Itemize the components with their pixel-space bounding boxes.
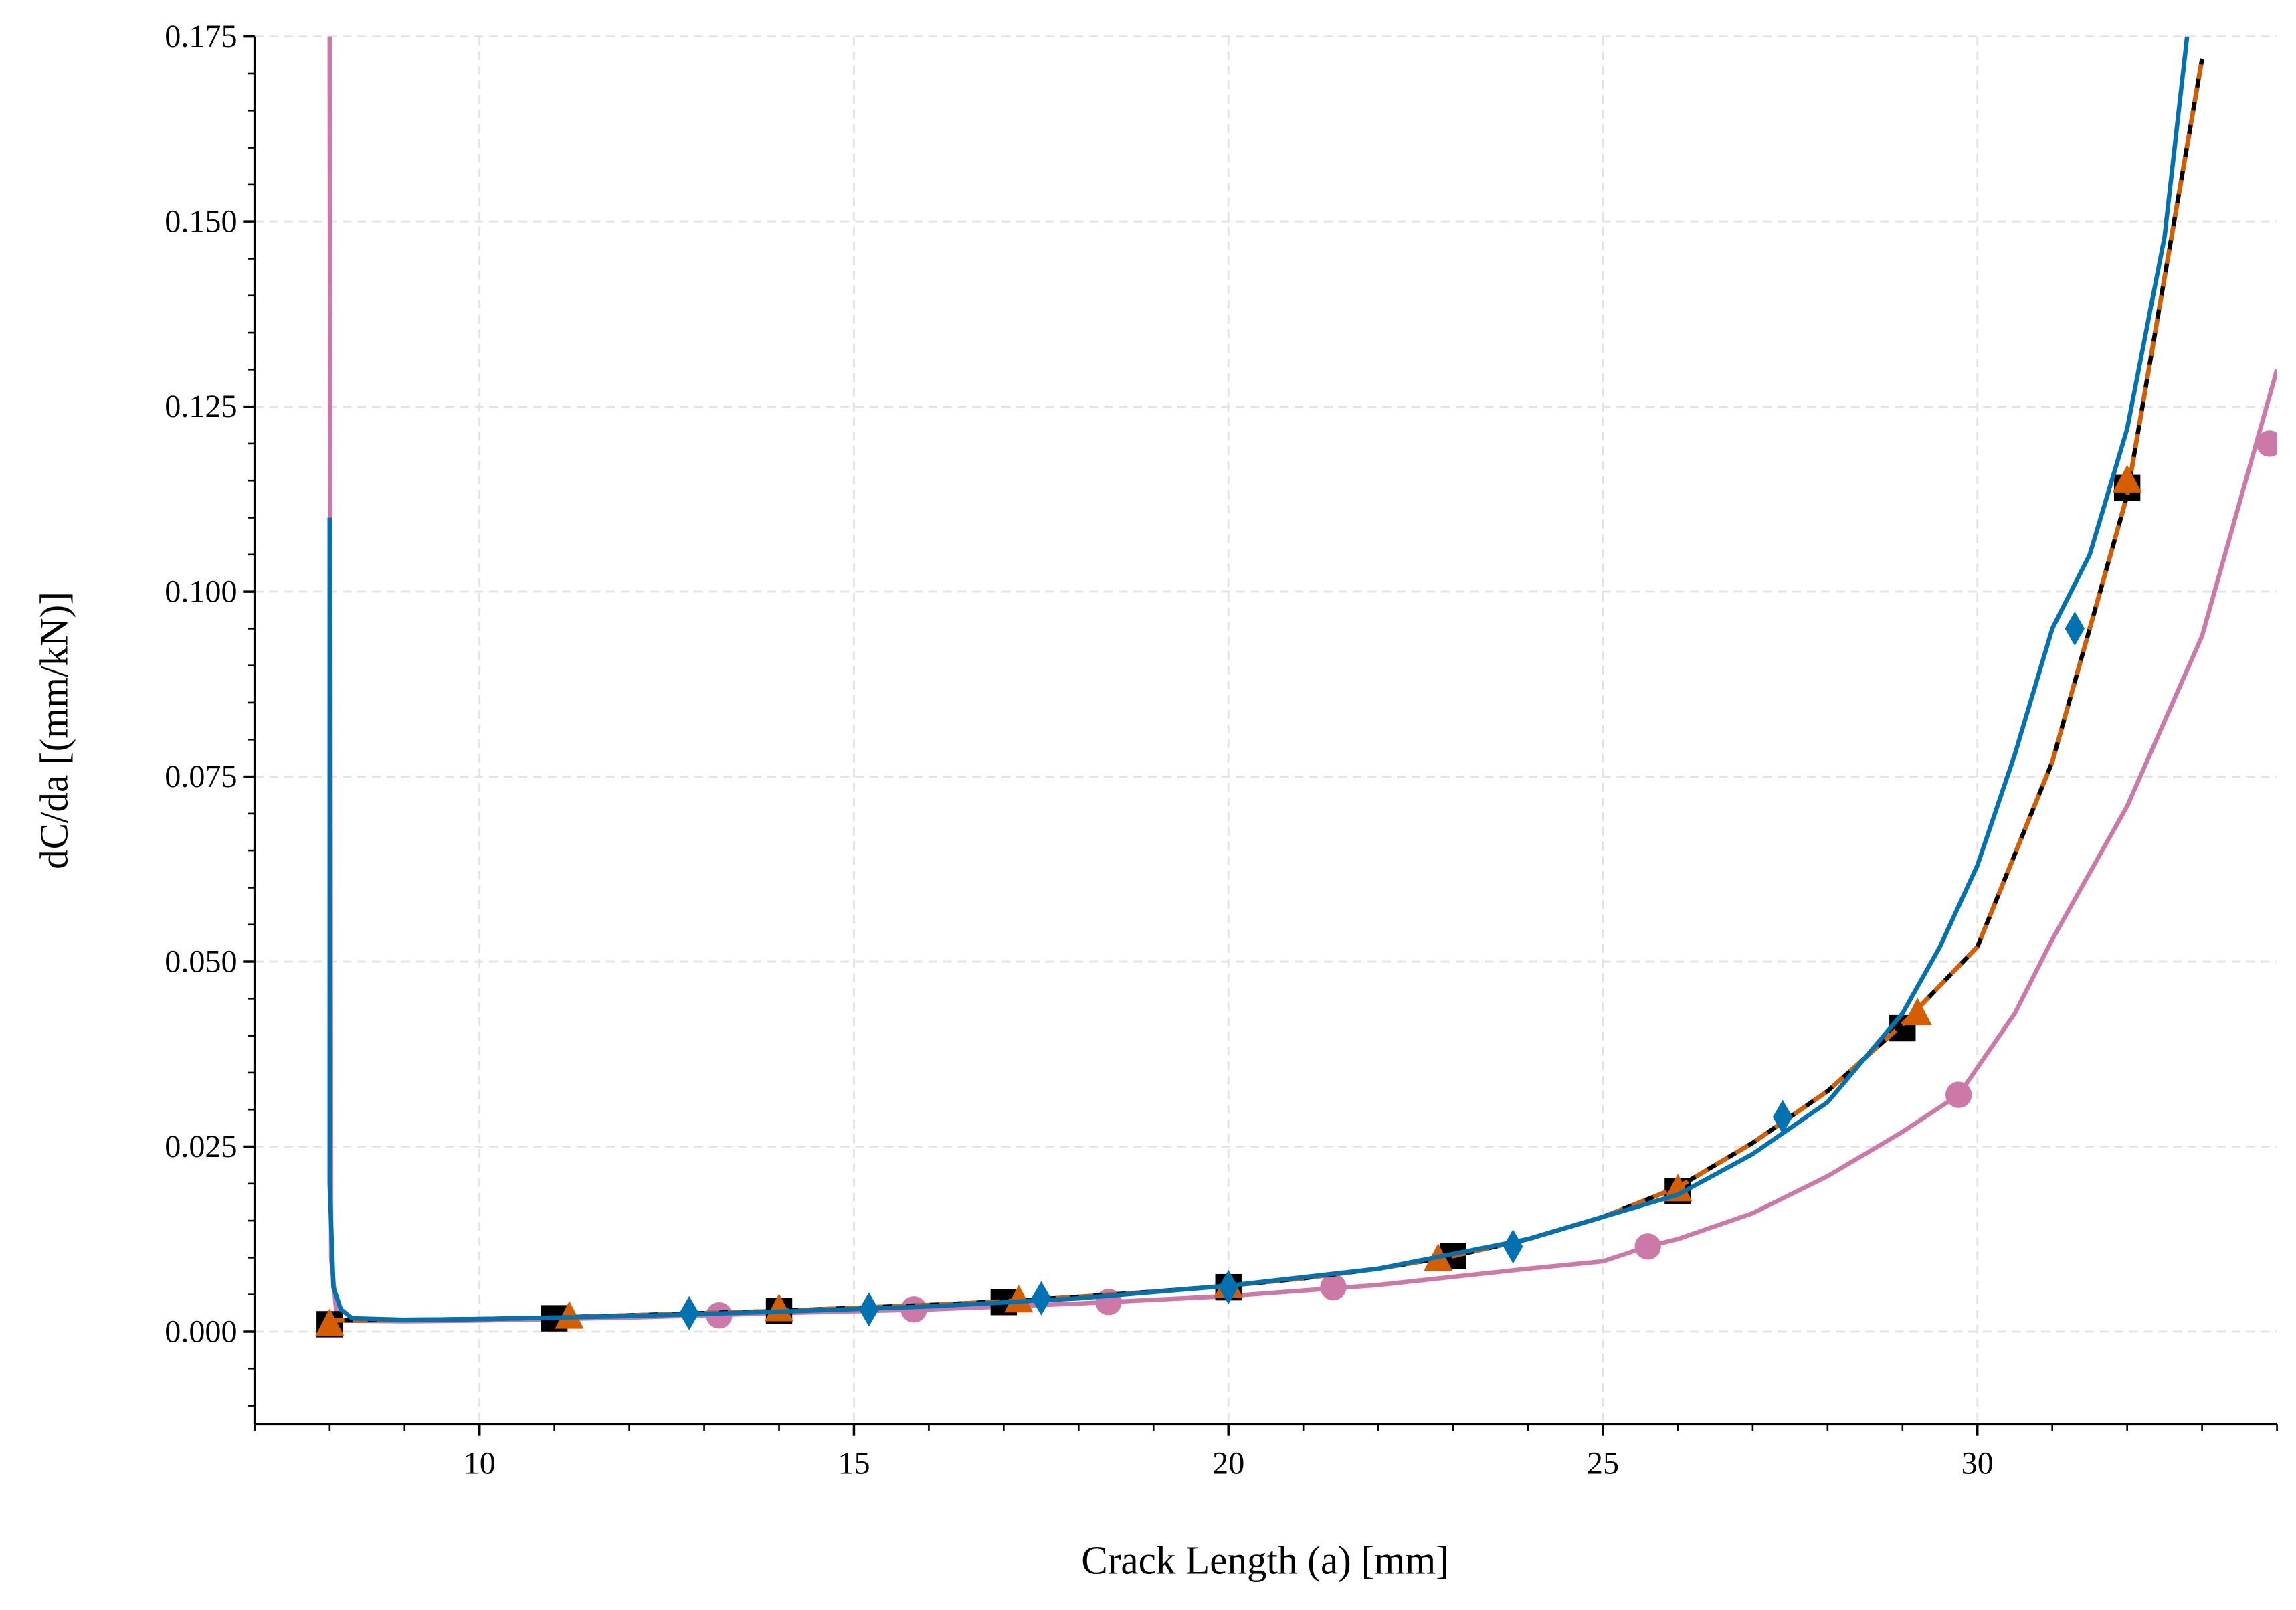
marker bbox=[859, 1292, 879, 1327]
marker bbox=[1945, 1081, 1972, 1108]
x-tick-label: 10 bbox=[464, 1446, 496, 1482]
marker bbox=[1772, 1099, 1793, 1134]
x-axis-label: Crack Length (a) [mm] bbox=[1081, 1538, 1449, 1582]
marker bbox=[1503, 1229, 1523, 1264]
x-tick-label: 25 bbox=[1587, 1446, 1619, 1482]
marker bbox=[315, 1308, 345, 1336]
marker bbox=[555, 1301, 584, 1329]
grid bbox=[254, 35, 2277, 1425]
marker bbox=[1320, 1273, 1347, 1301]
x-tick-label: 15 bbox=[838, 1446, 870, 1482]
plot-area bbox=[315, 36, 2277, 1338]
series-line bbox=[327, 36, 2277, 1324]
marker bbox=[764, 1293, 794, 1322]
marker bbox=[1634, 1233, 1661, 1260]
marker bbox=[2065, 611, 2085, 646]
marker bbox=[679, 1295, 699, 1330]
axes: 10 15 20 25 30 0.000 0.025 0.050 0.075 0.100 0.125… bbox=[165, 19, 2278, 1482]
marker bbox=[900, 1296, 927, 1323]
y-axis-label: dC/da [(mm/kN)] bbox=[32, 592, 76, 869]
marker bbox=[1903, 997, 1932, 1026]
y-tick-label: 0.025 bbox=[165, 1129, 237, 1164]
y-tick-label: 0.150 bbox=[165, 203, 237, 239]
y-tick-label: 0.075 bbox=[165, 759, 237, 794]
marker bbox=[1031, 1281, 1052, 1316]
series-line bbox=[329, 58, 2204, 1323]
x-tick-label: 20 bbox=[1212, 1446, 1244, 1482]
marker bbox=[2112, 464, 2142, 493]
marker bbox=[1663, 1174, 1693, 1202]
series-line bbox=[327, 36, 2190, 1322]
y-tick-label: 0.125 bbox=[165, 389, 237, 424]
y-tick-label: 0.050 bbox=[165, 944, 237, 979]
x-tick-label: 30 bbox=[1962, 1446, 1994, 1482]
marker bbox=[1004, 1284, 1034, 1313]
marker bbox=[2256, 430, 2277, 457]
series-line bbox=[329, 58, 2204, 1323]
y-tick-label: 0.175 bbox=[165, 19, 237, 54]
y-tick-label: 0.100 bbox=[165, 573, 237, 609]
y-tick-label: 0.000 bbox=[165, 1314, 237, 1349]
